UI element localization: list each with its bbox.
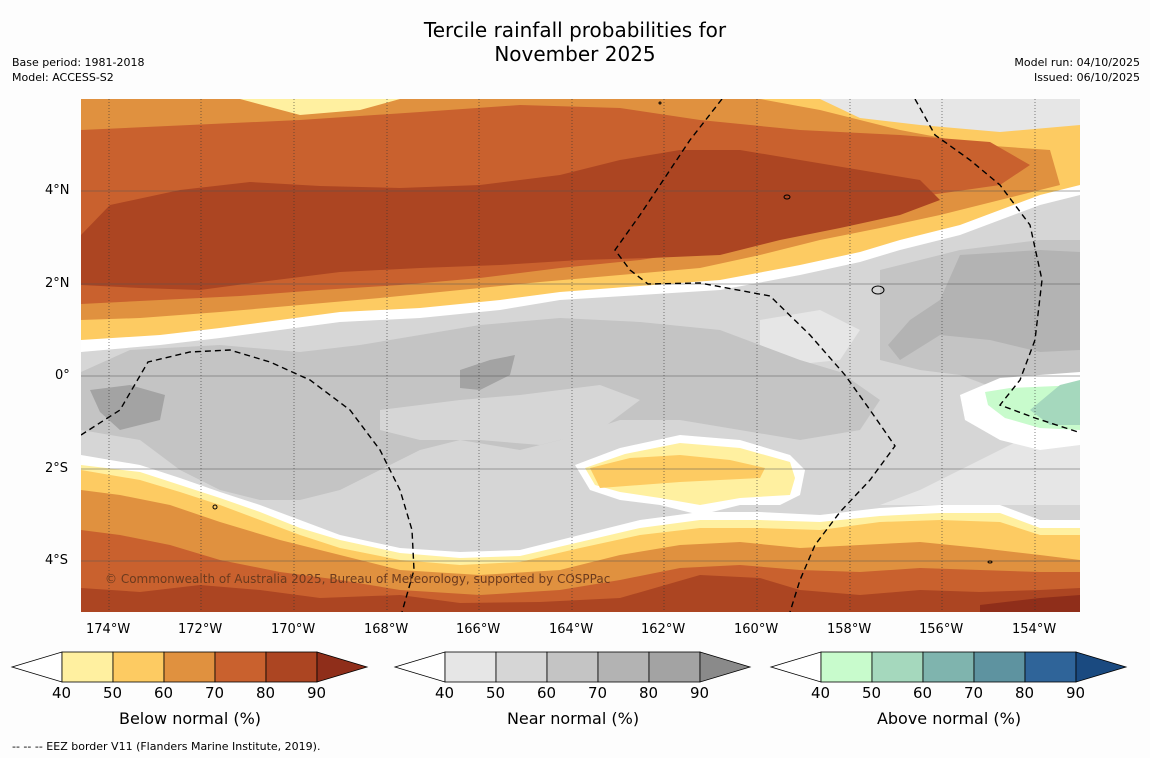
tick: 50 bbox=[103, 684, 123, 702]
colorbar-above bbox=[769, 651, 1128, 683]
north-below-80 bbox=[81, 150, 940, 290]
colorbar-near-label: Near normal (%) bbox=[506, 709, 640, 728]
lon-label-164w: 164°W bbox=[549, 622, 594, 637]
colorbar-segment bbox=[444, 651, 497, 683]
colorbar-segment bbox=[214, 651, 267, 683]
tick: 90 bbox=[1066, 684, 1086, 702]
colorbar-graphics bbox=[10, 651, 1128, 683]
model-name: Model: ACCESS-S2 bbox=[12, 71, 114, 84]
eez-footnote: -- -- -- EEZ border V11 (Flanders Marine… bbox=[12, 740, 321, 753]
north-ne-yellow bbox=[240, 99, 400, 115]
map-field bbox=[81, 99, 1080, 612]
lon-label-162w: 162°W bbox=[641, 622, 686, 637]
meta-right: Model run: 04/10/2025 Issued: 06/10/2025 bbox=[1014, 55, 1140, 85]
colorbar-segment bbox=[871, 651, 924, 683]
lon-label-172w: 172°W bbox=[178, 622, 223, 637]
copyright-note: © Commonwealth of Australia 2025, Bureau… bbox=[105, 572, 611, 586]
south-central-50 bbox=[590, 455, 765, 488]
colorbar-under-triangle bbox=[10, 651, 63, 683]
colorbar-near bbox=[393, 651, 752, 683]
tick: 80 bbox=[639, 684, 659, 702]
colorbar-segment bbox=[265, 651, 318, 683]
colorbar-over-triangle bbox=[316, 651, 369, 683]
south-below-80 bbox=[81, 575, 1080, 612]
colorbar-segment bbox=[922, 651, 975, 683]
near-normal-40-centre bbox=[380, 385, 640, 445]
colorbar-under-triangle bbox=[769, 651, 822, 683]
colorbar-over-triangle bbox=[1075, 651, 1128, 683]
colorbar-segment bbox=[495, 651, 548, 683]
title-line-1: Tercile rainfall probabilities for bbox=[423, 18, 727, 42]
colorbar-segment bbox=[61, 651, 114, 683]
colorbar-segment bbox=[648, 651, 701, 683]
lon-label-160w: 160°W bbox=[734, 622, 779, 637]
map-title: Tercile rainfall probabilities for Novem… bbox=[0, 18, 1150, 66]
near-normal-70-centre bbox=[460, 355, 515, 390]
lon-label-158w: 158°W bbox=[827, 622, 872, 637]
colorbar-segment bbox=[820, 651, 873, 683]
tick: 40 bbox=[52, 684, 72, 702]
tick: 50 bbox=[486, 684, 506, 702]
colorbar-segment bbox=[546, 651, 599, 683]
colorbar-segment bbox=[973, 651, 1026, 683]
near-normal-40-east bbox=[820, 99, 1080, 132]
tick: 40 bbox=[435, 684, 455, 702]
model-run: Model run: 04/10/2025 bbox=[1014, 56, 1140, 69]
colorbar-segment bbox=[1024, 651, 1077, 683]
lon-label-154w: 154°W bbox=[1012, 622, 1057, 637]
colorbar-segment bbox=[163, 651, 216, 683]
title-line-2: November 2025 bbox=[494, 42, 656, 66]
tick: 50 bbox=[862, 684, 882, 702]
meta-left: Base period: 1981-2018 Model: ACCESS-S2 bbox=[12, 55, 144, 85]
colorbar-over-triangle bbox=[699, 651, 752, 683]
tick: 80 bbox=[1015, 684, 1035, 702]
islands bbox=[212, 101, 993, 564]
eez-borders bbox=[81, 99, 1079, 612]
tick: 80 bbox=[256, 684, 276, 702]
colorbar-below-label: Below normal (%) bbox=[118, 709, 262, 728]
lon-label-170w: 170°W bbox=[271, 622, 316, 637]
colorbar-above-label: Above normal (%) bbox=[876, 709, 1022, 728]
colorbar-under-triangle bbox=[393, 651, 446, 683]
lat-label-4n: 4°N bbox=[45, 183, 70, 198]
tick: 60 bbox=[537, 684, 557, 702]
near-normal-40-mid bbox=[760, 310, 860, 365]
colorbar-below bbox=[10, 651, 369, 683]
tick: 60 bbox=[154, 684, 174, 702]
lon-label-174w: 174°W bbox=[86, 622, 131, 637]
tick: 70 bbox=[964, 684, 984, 702]
above-50 bbox=[1030, 380, 1080, 425]
parallel-lines bbox=[81, 190, 1080, 562]
near-normal-70-east bbox=[888, 250, 1080, 360]
lat-label-4s: 4°S bbox=[45, 553, 69, 568]
lon-label-156w: 156°W bbox=[919, 622, 964, 637]
colorbar-segment bbox=[112, 651, 165, 683]
tick: 60 bbox=[913, 684, 933, 702]
lat-label-2n: 2°N bbox=[45, 276, 70, 291]
issued-date: Issued: 06/10/2025 bbox=[1033, 71, 1140, 84]
tick: 70 bbox=[588, 684, 608, 702]
colorbar-segment bbox=[597, 651, 650, 683]
base-period: Base period: 1981-2018 bbox=[12, 56, 145, 69]
lat-label-2s: 2°S bbox=[45, 461, 69, 476]
lon-label-166w: 166°W bbox=[456, 622, 501, 637]
tick: 90 bbox=[307, 684, 327, 702]
tick: 40 bbox=[811, 684, 831, 702]
lon-label-168w: 168°W bbox=[364, 622, 409, 637]
south-below-90 bbox=[980, 595, 1080, 612]
tick: 70 bbox=[205, 684, 225, 702]
tick: 90 bbox=[690, 684, 710, 702]
lat-label-0: 0° bbox=[55, 368, 70, 383]
near-normal-40-east2 bbox=[880, 430, 1080, 505]
south-below-70 bbox=[81, 530, 1080, 612]
